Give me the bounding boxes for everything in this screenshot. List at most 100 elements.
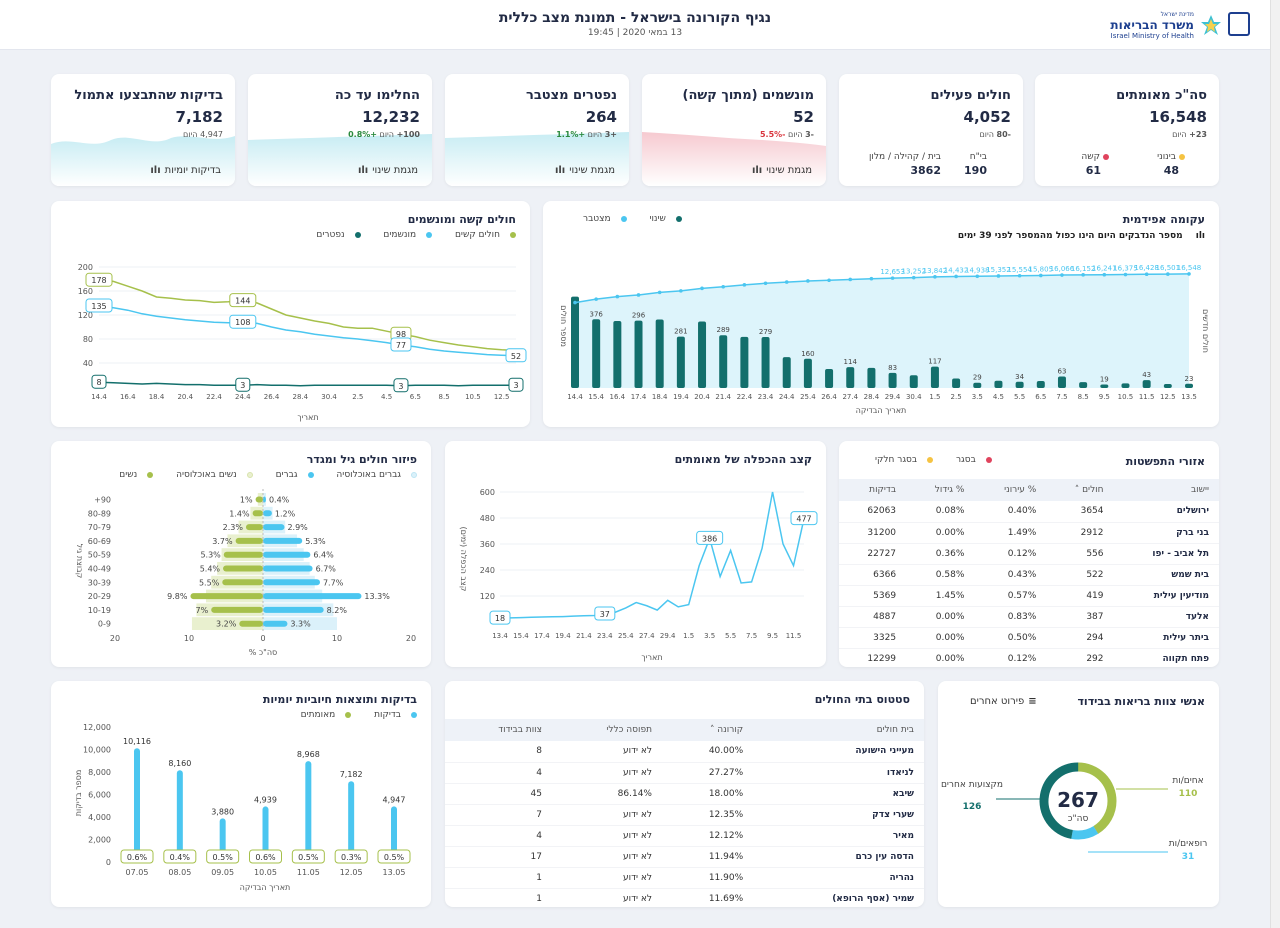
data-label-box [91, 374, 107, 389]
positive-rate-label: 0.4% [170, 853, 191, 862]
ministry-logo[interactable]: מדינת ישראל משרד הבריאות Israel Ministry… [1100, 10, 1250, 42]
women-bar [235, 537, 263, 544]
x-tick-label: 7.5 [746, 632, 757, 640]
bar-change [825, 369, 834, 388]
y-tick-label: 200 [78, 263, 93, 272]
data-label: 37 [600, 610, 610, 619]
table-row[interactable]: מעייני הישועה 40.00% לא ידוע 8 [445, 741, 924, 763]
bar-label: 63 [1058, 367, 1067, 375]
table-row[interactable]: הדסה עין כרם 11.94% לא ידוע 17 [445, 846, 924, 868]
kpi-title: חולים פעילים [930, 88, 1011, 103]
table-cell: שיבא [753, 783, 924, 805]
legend-deceased: נפטרים [306, 230, 361, 240]
table-row[interactable]: לניאדו 27.27% לא ידוע 4 [445, 762, 924, 784]
x-tick-label: 08.05 [168, 868, 191, 877]
table-row[interactable]: שמיר (אסף הרופא) 11.69% לא ידוע 1 [445, 888, 924, 907]
regions-col-header[interactable]: חולים ˄ [1046, 479, 1114, 501]
trend-link[interactable]: מגמת שינויılı [357, 165, 418, 176]
regions-col-header[interactable]: % עירוני [974, 479, 1047, 501]
women-bar [211, 606, 263, 613]
women-label: 2.3% [223, 523, 244, 532]
positive-rate-label: 0.6% [255, 853, 276, 862]
kpi-value: 7,182 [175, 108, 223, 126]
hospitals-col-header[interactable]: בית חולים [753, 719, 924, 741]
doubling-line [499, 491, 805, 619]
severe-legend[interactable]: חולים קשים מונשמים נפטרים [296, 230, 516, 240]
table-row[interactable]: בני ברק 2912 1.49% 0.00% 31200 [839, 522, 1219, 544]
table-row[interactable]: פתח תקווה 292 0.12% 0.00% 12299 [839, 648, 1219, 667]
y-tick-label: 20-29 [88, 592, 111, 601]
data-label-box [229, 293, 257, 308]
trend-sparkline [445, 132, 629, 186]
regions-col-header[interactable]: יישוב [1113, 479, 1219, 501]
cumulative-point [933, 275, 937, 279]
point-label: 13,252 [902, 268, 927, 276]
table-row[interactable]: תל אביב - יפו 556 0.12% 0.36% 22727 [839, 543, 1219, 565]
cumulative-point [848, 277, 853, 282]
table-row[interactable]: ביתר עילית 294 0.50% 0.00% 3325 [839, 627, 1219, 649]
regions-col-header[interactable]: % גידול [906, 479, 975, 501]
details-button[interactable]: ≡פירוט אחרים [970, 696, 1037, 707]
daily-tests-link[interactable]: בדיקות יומיותılı [150, 165, 221, 176]
positive-rate-label-box [291, 849, 325, 864]
bar-label: 289 [717, 326, 730, 334]
data-label-box [594, 606, 616, 621]
tests-legend[interactable]: בדיקות מאומתים [281, 710, 417, 720]
sub-label-hospital: בי"ח [969, 152, 987, 162]
hospitals-card: סטטוס בתי החולים בית חולים קורונה ˄ תפוסה … [445, 681, 924, 907]
trend-link[interactable]: מגמת שינויılı [751, 165, 812, 176]
note-bar-icon: ılı [1195, 231, 1205, 241]
x-tick-label: 11.05 [297, 868, 320, 877]
y-tick-label: 50-59 [88, 551, 111, 560]
table-row[interactable]: אלעד 387 0.83% 0.00% 4887 [839, 606, 1219, 628]
table-row[interactable]: מודיעין עילית 419 0.57% 1.45% 5369 [839, 585, 1219, 607]
doubling-note: ılı מספר הנדבקים היום הינו כפול מהמספר ל… [957, 231, 1205, 241]
epi-legend[interactable]: שינוי מצטבר [563, 214, 682, 224]
x-tick-label: 18.4 [149, 393, 165, 401]
x-tick-label: 13.4 [492, 632, 508, 640]
y-tick-label: +90 [94, 496, 111, 505]
page-title: נגיף הקורונה בישראל - תמונת מצב כללית [498, 10, 772, 26]
x-tick-label: 24.4 [779, 393, 795, 401]
table-cell: 12.12% [662, 825, 754, 847]
regions-col-header[interactable]: בדיקות [839, 479, 907, 501]
series-line [98, 381, 516, 387]
kpi-value: 16,548 [1149, 108, 1207, 126]
hospitals-col-header[interactable]: צוות בבידוד [445, 719, 552, 741]
x-tick-label: 9.5 [1099, 393, 1110, 401]
bar-change [888, 372, 897, 388]
regions-legend[interactable]: בסגר בסגר חלקי [855, 455, 992, 465]
table-row[interactable]: ירושלים 3654 0.40% 0.08% 62063 [839, 501, 1219, 523]
hospitals-col-header[interactable]: תפוסה כללי [551, 719, 662, 741]
point-label: 14,938 [965, 266, 990, 274]
table-row[interactable]: בית שמש 522 0.43% 0.58% 6366 [839, 564, 1219, 586]
table-row[interactable]: נהריה 11.90% לא ידוע 1 [445, 867, 924, 889]
men-bar [263, 620, 288, 627]
pyramid-legend[interactable]: גברים באוכלוסיה גברים נשים באוכלוסיה נשי… [99, 470, 417, 480]
regions-card: אזורי התפשטות בסגר בסגר חלקי יישוב חולים … [839, 441, 1219, 667]
women-bar [239, 620, 263, 627]
table-row[interactable]: שיבא 18.00% 86.14% 45 [445, 783, 924, 805]
table-cell: לא ידוע [551, 888, 662, 907]
bar-change [909, 375, 918, 388]
table-row[interactable]: שערי צדק 12.35% לא ידוע 7 [445, 804, 924, 826]
card-title: קצב ההכפלה של מאומתים [674, 453, 812, 466]
hospitals-col-header[interactable]: קורונה ˄ [662, 719, 754, 741]
table-cell: 86.14% [551, 783, 662, 805]
kpi-card-recovered: החלימו עד כה 12,232 100+ היום +0.8% מגמת… [248, 74, 432, 186]
table-row[interactable]: מאיר 12.12% לא ידוע 4 [445, 825, 924, 847]
point-label: 16,501 [1156, 264, 1181, 272]
x-axis-label: תאריך [641, 653, 662, 662]
kpi-value: 4,052 [963, 108, 1011, 126]
trend-link[interactable]: מגמת שינויılı [554, 165, 615, 176]
x-tick-label: 07.05 [126, 868, 149, 877]
medium-dot-icon [1179, 153, 1185, 160]
page-scrollbar[interactable] [1270, 0, 1280, 928]
table-cell: 0.57% [974, 585, 1047, 607]
segment-value: 126 [963, 802, 982, 812]
x-tick-label: 24.4 [235, 393, 251, 401]
positive-rate-label-box [163, 849, 197, 864]
data-label: 477 [796, 515, 811, 524]
bar-label: 114 [844, 358, 858, 366]
women-bar [252, 510, 263, 517]
